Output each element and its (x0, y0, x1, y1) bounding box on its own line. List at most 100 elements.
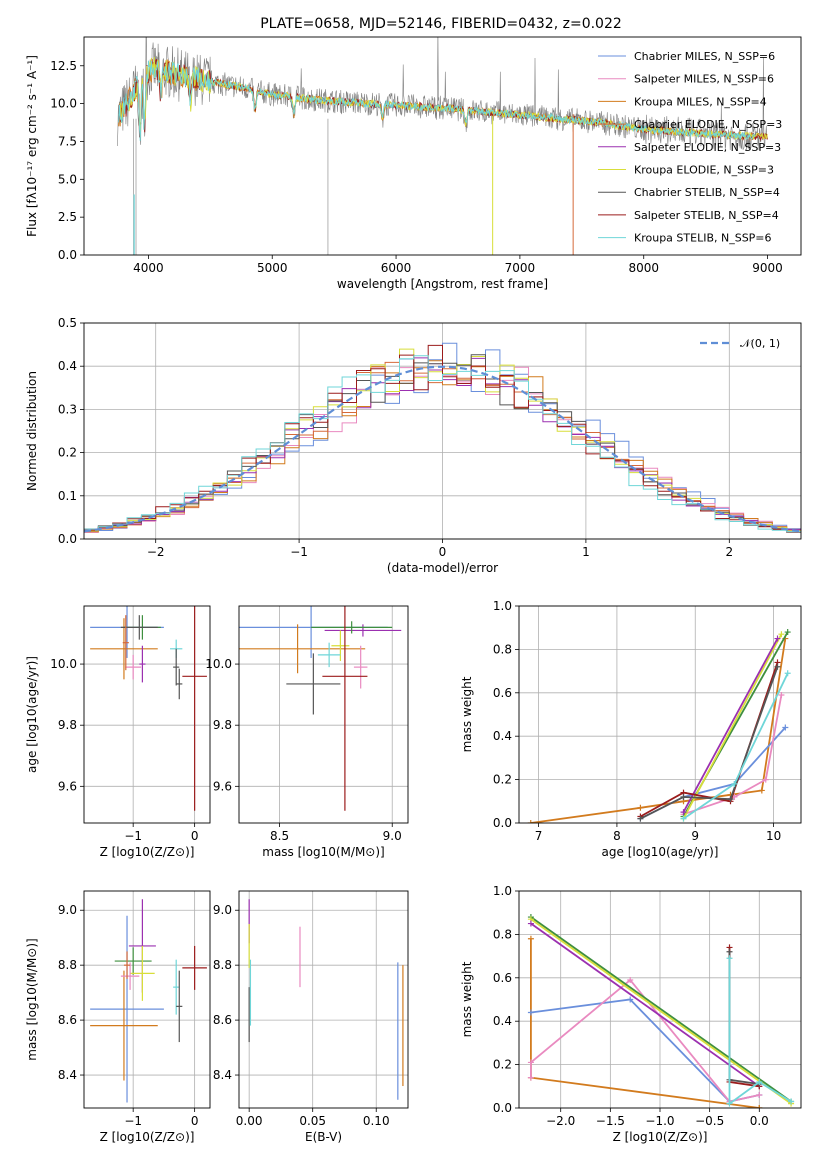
data-point-marker (680, 809, 687, 816)
mass-weight-line (530, 916, 792, 1103)
y-tick-label: 0.0 (493, 1101, 512, 1115)
y-tick-label: 8.4 (58, 1068, 77, 1082)
model-fit-line (118, 60, 756, 141)
data-point-marker (627, 996, 634, 1003)
y-axis-label: Normed distribution (25, 371, 39, 491)
y-tick-label: 0.0 (58, 248, 77, 262)
mass-weight-line (682, 638, 779, 813)
y-tick-label: 0.2 (493, 773, 512, 787)
mass-weight-line (530, 638, 787, 823)
data-point-marker (758, 787, 765, 794)
plot-area (527, 914, 795, 1108)
y-tick-label: 5.0 (58, 172, 77, 186)
y-tick-label: 0.0 (493, 816, 512, 830)
plot-area (117, 37, 768, 255)
y-tick-label: 0.6 (493, 686, 512, 700)
data-point-marker (784, 629, 791, 636)
mass-weight-line (530, 918, 792, 1105)
y-tick-label: 0.1 (58, 489, 77, 503)
x-axis-label: wavelength [Angstrom, rest frame] (337, 277, 548, 291)
data-point-marker (527, 820, 534, 823)
legend-label: Kroupa MILES, N_SSP=4 (634, 95, 767, 108)
x-tick-label: 0.05 (299, 1114, 326, 1128)
data-point-marker (627, 976, 634, 983)
figure-title: PLATE=0658, MJD=52146, FIBERID=0432, z=0… (260, 16, 622, 32)
x-tick-label: 9.0 (383, 829, 402, 843)
x-tick-label: 4000 (133, 261, 164, 275)
data-point-marker (762, 776, 769, 783)
data-spectrum-line (117, 37, 768, 151)
data-point-marker (756, 1105, 763, 1108)
data-point-marker (726, 1100, 733, 1107)
y-axis-label: Flux [fλ10⁻¹⁷ erg cm⁻² s⁻¹ A⁻¹] (25, 55, 39, 237)
x-tick-label: 8.5 (270, 829, 289, 843)
plot-area (239, 606, 402, 811)
panel-age-vs-mass: 8.5 9.0 9.6 9.8 10.0 mass [log10(M/M⊙)] (205, 605, 409, 859)
data-point-marker (727, 796, 734, 803)
axes-frame (518, 890, 802, 1109)
x-tick-label: −1.5 (596, 1114, 625, 1128)
y-tick-label: 0.3 (58, 402, 77, 416)
data-point-marker (756, 1091, 763, 1098)
y-tick-label: 0.4 (493, 1014, 512, 1028)
x-tick-label: −2 (147, 545, 165, 559)
x-tick-label: 9000 (752, 261, 783, 275)
legend-label: Salpeter ELODIE, N_SSP=3 (634, 141, 781, 154)
x-tick-label: −1 (124, 1114, 142, 1128)
y-tick-label: 0.4 (493, 729, 512, 743)
axes-frame (83, 36, 802, 256)
legend-label: Chabrier STELIB, N_SSP=4 (634, 186, 780, 199)
y-axis-label: mass weight (460, 676, 474, 752)
x-axis-label: E(B-V) (305, 1130, 342, 1144)
y-tick-label: 9.6 (58, 779, 77, 793)
y-tick-label: 10.0 (50, 657, 77, 671)
panel-massweight-vs-Z: −2.0 −1.5 −1.0 −0.5 0.0 0.0 0.2 0.4 0.6 0.8 1.0 Z [… (460, 884, 802, 1144)
y-tick-label: 9.0 (213, 903, 232, 917)
y-tick-label: 0.0 (58, 532, 77, 546)
legend-label: Kroupa ELODIE, N_SSP=3 (634, 164, 774, 177)
y-tick-label: 0.8 (493, 642, 512, 656)
data-point-marker (788, 1098, 795, 1105)
panel-spectrum: 4000 5000 6000 7000 8000 9000 0.0 2.5 5.0 7.5 10.0… (25, 36, 802, 291)
axes-frame (518, 605, 802, 824)
x-tick-label: 0.0 (750, 1114, 769, 1128)
data-point-marker (731, 780, 738, 787)
x-tick-label: 10 (766, 829, 781, 843)
y-tick-label: 8.8 (58, 958, 77, 972)
x-tick-label: −1 (290, 545, 308, 559)
x-tick-label: 7 (535, 829, 543, 843)
plot-area (527, 629, 791, 823)
mass-weight-line (683, 694, 783, 816)
panel-mass-vs-Z: −1 0 8.4 8.6 8.8 9.0 Z [log10(Z/Z⊙)] mass [log1… (25, 890, 211, 1144)
data-point-marker (527, 920, 534, 927)
x-axis-label: age [log10(age/yr)] (602, 845, 719, 859)
x-tick-label: 1 (582, 545, 590, 559)
y-tick-label: 2.5 (58, 210, 77, 224)
mass-weight-line (639, 666, 779, 820)
data-point-marker (527, 1009, 534, 1016)
mass-weight-line (530, 922, 760, 1088)
legend-label: Chabrier ELODIE, N_SSP=3 (634, 118, 782, 131)
y-tick-label: 0.2 (493, 1058, 512, 1072)
data-point-marker (680, 815, 687, 822)
x-tick-label: 7000 (505, 261, 536, 275)
data-point-marker (784, 670, 791, 677)
data-point-marker (782, 724, 789, 731)
data-point-marker (756, 1078, 763, 1085)
x-tick-label: 0 (191, 1114, 199, 1128)
y-tick-label: 0.5 (58, 316, 77, 330)
x-tick-label: 2 (725, 545, 733, 559)
y-axis-label: mass weight (460, 961, 474, 1037)
plot-area (248, 899, 404, 1100)
data-point-marker (726, 955, 733, 962)
x-tick-label: 8 (613, 829, 621, 843)
axes-frame (83, 890, 211, 1109)
data-point-marker (778, 631, 785, 638)
spectrum-legend: Chabrier MILES, N_SSP=6 Salpeter MILES, N… (598, 50, 782, 245)
y-tick-label: 10.0 (205, 657, 232, 671)
data-point-marker (637, 804, 644, 811)
normal-curve (84, 365, 801, 533)
y-tick-label: 8.6 (58, 1013, 77, 1027)
data-point-marker (680, 793, 687, 800)
legend-label: Kroupa STELIB, N_SSP=6 (634, 232, 772, 245)
